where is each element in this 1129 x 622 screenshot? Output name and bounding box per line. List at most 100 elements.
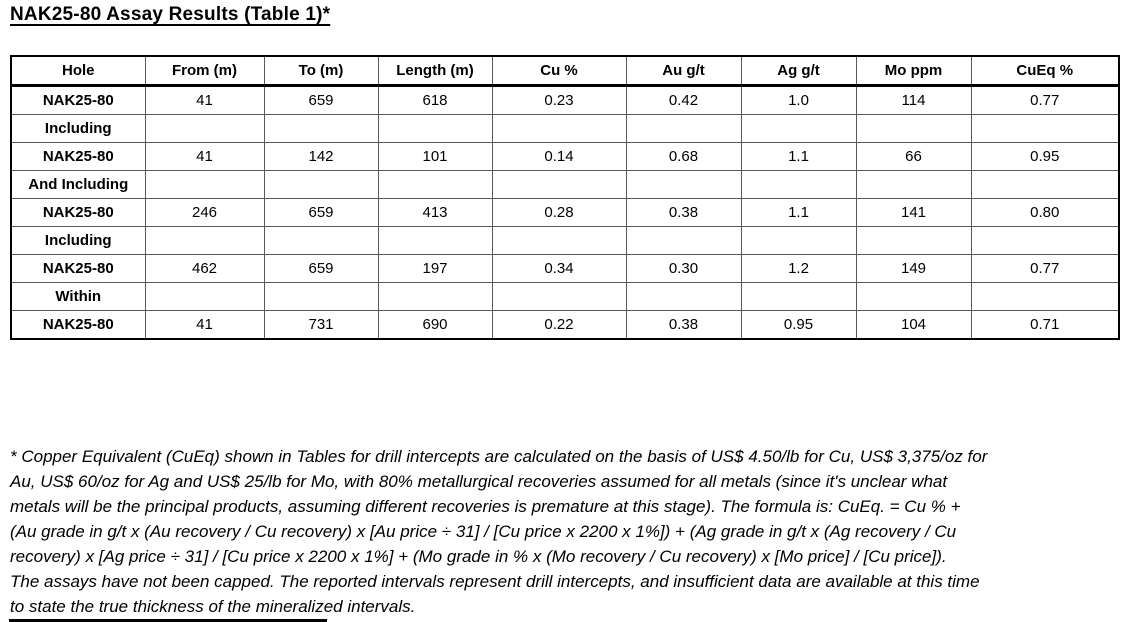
column-header-mo: Mo ppm [855,55,972,87]
column-header-hole: Hole [10,55,146,87]
table-cell [855,170,972,199]
table-row: NAK25-80 462 659 197 0.34 0.30 1.2 149 0… [10,254,1120,283]
table-cell [625,170,742,199]
table-row: Including [10,114,1120,143]
table-cell [970,226,1120,255]
footnote-line: to state the true thickness of the miner… [10,597,416,616]
row-label-cell: Including [10,226,146,255]
footnote-line: * Copper Equivalent (CuEq) shown in Tabl… [10,447,988,466]
table-cell [625,282,742,311]
table-cell: 41 [144,310,265,340]
table-cell: 1.2 [740,254,857,283]
table-cell: 0.77 [970,254,1120,283]
footnote-line: (Au grade in g/t x (Au recovery / Cu rec… [10,522,957,541]
table-cell [263,226,379,255]
table-cell [491,282,627,311]
table-cell: 41 [144,85,265,115]
table-cell: 149 [855,254,972,283]
column-header-ag: Ag g/t [740,55,857,87]
table-cell: 0.38 [625,310,742,340]
footnote-line: The assays have not been capped. The rep… [10,572,980,591]
table-cell: 0.23 [491,85,627,115]
row-label-cell: NAK25-80 [10,198,146,227]
table-cell: 0.34 [491,254,627,283]
column-header-length: Length (m) [377,55,493,87]
table-cell [625,226,742,255]
table-cell: 413 [377,198,493,227]
table-cell: 0.80 [970,198,1120,227]
table-cell: 141 [855,198,972,227]
table-cell [263,282,379,311]
table-cell: 0.14 [491,142,627,171]
table-cell: 1.1 [740,142,857,171]
table-cell [144,114,265,143]
table-cell: 659 [263,254,379,283]
table-cell [263,114,379,143]
table-cell: 246 [144,198,265,227]
table-cell: 104 [855,310,972,340]
column-header-cu: Cu % [491,55,627,87]
table-cell: 114 [855,85,972,115]
table-cell [625,114,742,143]
table-cell [144,282,265,311]
column-header-to: To (m) [263,55,379,87]
row-label-cell: NAK25-80 [10,85,146,115]
row-label-cell: NAK25-80 [10,142,146,171]
table-cell: 66 [855,142,972,171]
table-cell: 0.22 [491,310,627,340]
row-label-cell: Including [10,114,146,143]
header-row: Hole From (m) To (m) Length (m) Cu % Au … [10,55,1120,87]
table-cell: 690 [377,310,493,340]
table-cell [377,170,493,199]
row-label-cell: Within [10,282,146,311]
table-cell: 0.71 [970,310,1120,340]
table-cell [970,170,1120,199]
page-title: NAK25-80 Assay Results (Table 1)* [10,4,331,25]
table-row: Including [10,226,1120,255]
table-cell: 101 [377,142,493,171]
table-cell: 0.77 [970,85,1120,115]
table-cell [740,226,857,255]
table-cell [491,114,627,143]
table-cell: 618 [377,85,493,115]
table-cell [970,114,1120,143]
footnote-line: Au, US$ 60/oz for Ag and US$ 25/lb for M… [10,472,948,491]
table-cell [855,114,972,143]
table-cell: 197 [377,254,493,283]
assay-results-table: Hole From (m) To (m) Length (m) Cu % Au … [10,55,1120,340]
table-cell [740,170,857,199]
table-cell: 0.38 [625,198,742,227]
table-cell: 462 [144,254,265,283]
table-cell [740,114,857,143]
table-cell: 41 [144,142,265,171]
table-cell: 1.1 [740,198,857,227]
table-cell: 0.95 [970,142,1120,171]
column-header-cueq: CuEq % [970,55,1120,87]
table-cell: 0.28 [491,198,627,227]
row-label-cell: And Including [10,170,146,199]
table-row: Within [10,282,1120,311]
table-row: NAK25-80 41 731 690 0.22 0.38 0.95 104 0… [10,310,1120,340]
footnote: * Copper Equivalent (CuEq) shown in Tabl… [10,444,1125,619]
table-cell: 731 [263,310,379,340]
cutoff-heading-underline [9,619,327,622]
table-cell: 659 [263,198,379,227]
table-cell: 0.68 [625,142,742,171]
table-row: NAK25-80 41 659 618 0.23 0.42 1.0 114 0.… [10,85,1120,115]
table-cell: 1.0 [740,85,857,115]
footnote-line: recovery) x [Ag price ÷ 31] / [Cu price … [10,547,947,566]
table-cell [377,282,493,311]
table-cell [970,282,1120,311]
row-label-cell: NAK25-80 [10,254,146,283]
table-row: And Including [10,170,1120,199]
table-cell [144,226,265,255]
table-row: NAK25-80 246 659 413 0.28 0.38 1.1 141 0… [10,198,1120,227]
table-row: NAK25-80 41 142 101 0.14 0.68 1.1 66 0.9… [10,142,1120,171]
table-cell: 142 [263,142,379,171]
table-cell: 0.95 [740,310,857,340]
table-cell [144,170,265,199]
table-cell [377,226,493,255]
table-cell [855,282,972,311]
table-cell [855,226,972,255]
